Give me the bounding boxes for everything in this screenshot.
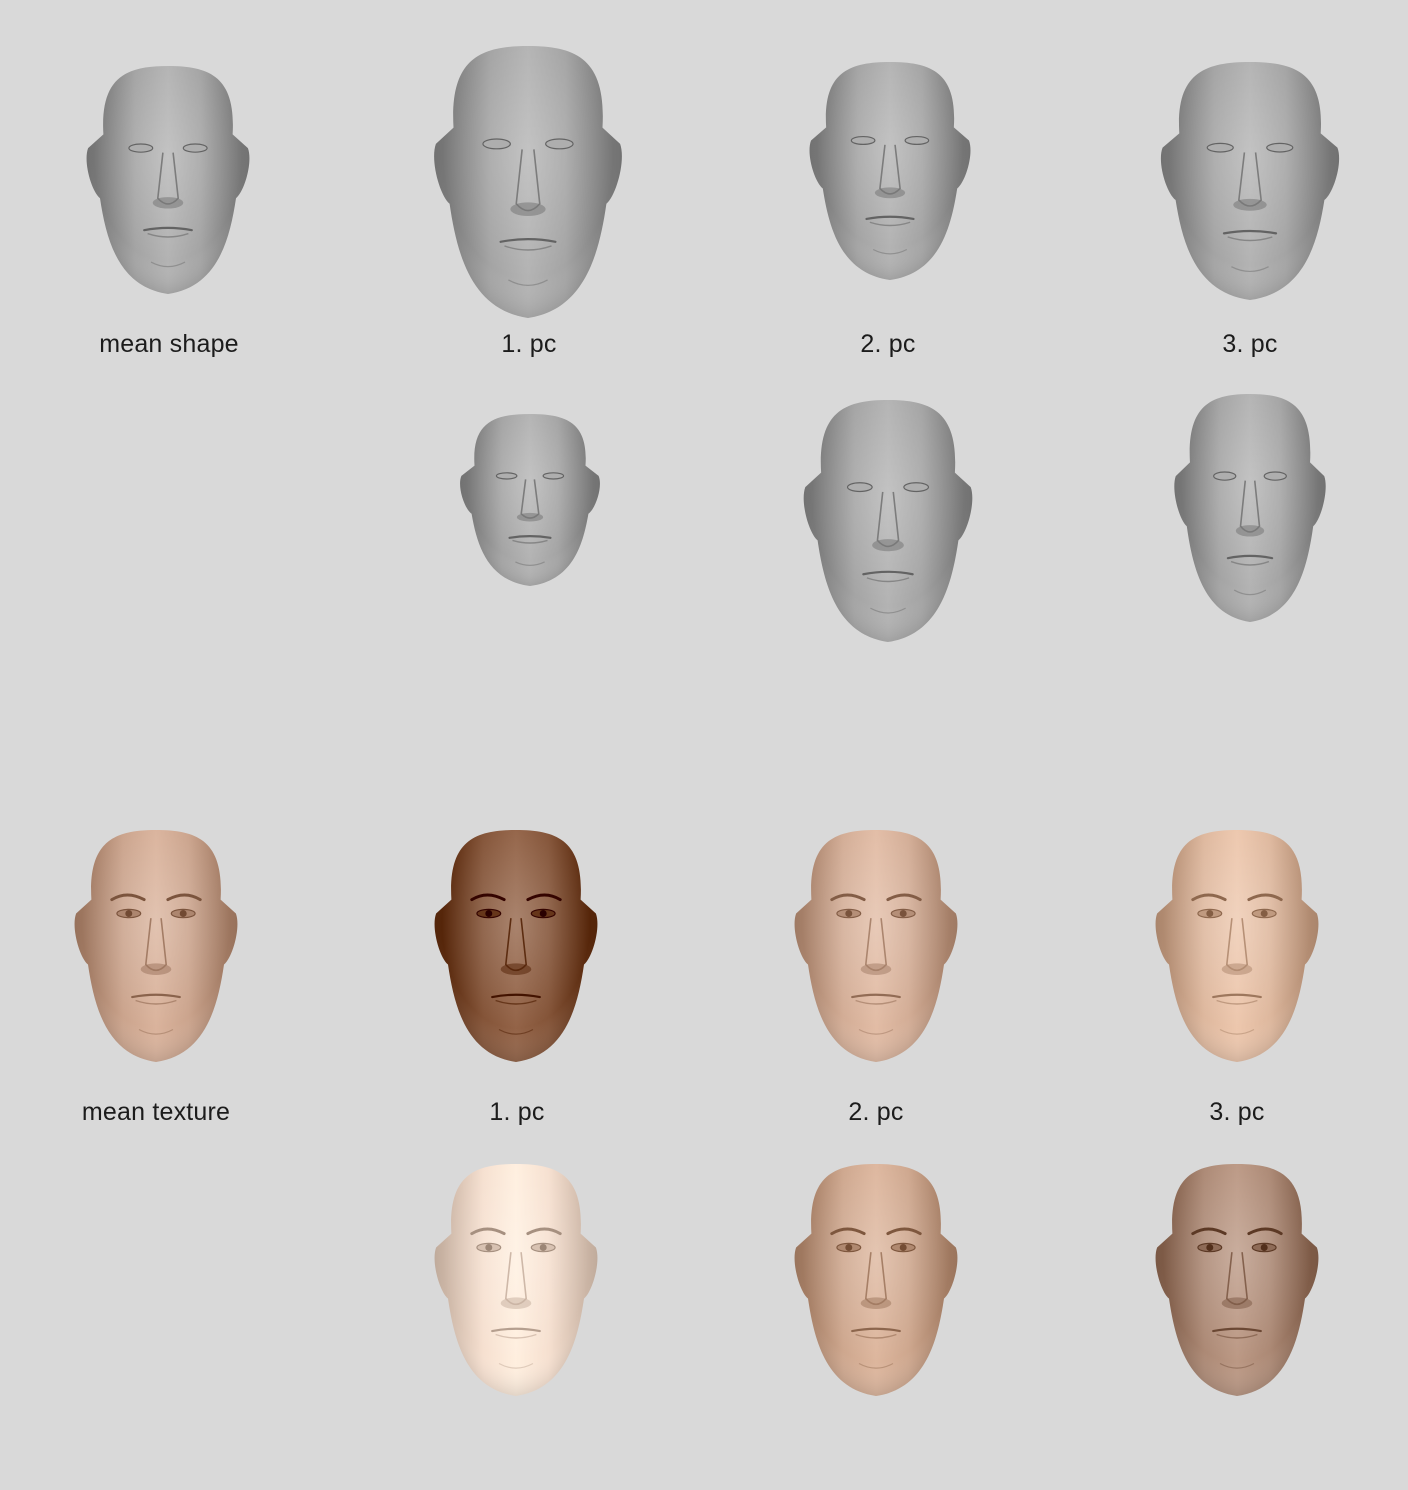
shape-face-pc1-neg bbox=[460, 414, 600, 586]
mouth bbox=[143, 226, 193, 232]
shape-face-pc3-pos bbox=[1160, 62, 1340, 300]
label-shape-pc1: 1. pc bbox=[501, 330, 557, 358]
mouth bbox=[851, 1327, 901, 1333]
label-mean-texture: mean texture bbox=[81, 1098, 231, 1126]
shape-face-pc3-neg bbox=[1174, 394, 1326, 622]
shape-face-pc1-pos bbox=[434, 46, 622, 318]
eye bbox=[482, 138, 511, 150]
shape-face-pc2-pos bbox=[809, 62, 971, 280]
mouth bbox=[862, 570, 914, 576]
texture-face-pc2-pos bbox=[794, 830, 958, 1062]
mouth bbox=[1212, 993, 1262, 999]
eye bbox=[850, 135, 876, 146]
label-mean-shape: mean shape bbox=[99, 330, 239, 358]
mouth bbox=[865, 215, 915, 221]
eye bbox=[182, 143, 208, 153]
eye bbox=[545, 138, 574, 150]
eye bbox=[1206, 142, 1234, 153]
shape-face-pc2-neg bbox=[803, 400, 973, 642]
eye bbox=[1213, 471, 1237, 481]
texture-face-pc3-neg bbox=[1155, 1164, 1319, 1396]
eye bbox=[495, 472, 518, 480]
label-texture-pc2: 2. pc bbox=[848, 1098, 904, 1126]
mouth bbox=[1212, 1327, 1262, 1333]
eye bbox=[846, 482, 873, 493]
texture-face-pc1-neg bbox=[434, 1164, 598, 1396]
texture-face-pc3-pos bbox=[1155, 830, 1319, 1062]
mouth bbox=[851, 993, 901, 999]
label-texture-pc3: 3. pc bbox=[1209, 1098, 1265, 1126]
mouth bbox=[1222, 229, 1278, 235]
label-texture-pc1: 1. pc bbox=[489, 1098, 545, 1126]
mouth bbox=[491, 993, 541, 999]
label-shape-pc3: 3. pc bbox=[1222, 330, 1278, 358]
texture-face-pc1-pos bbox=[434, 830, 598, 1062]
eye bbox=[542, 472, 565, 480]
eye bbox=[1263, 471, 1287, 481]
eye bbox=[903, 482, 930, 493]
label-shape-pc2: 2. pc bbox=[860, 330, 916, 358]
mouth bbox=[499, 238, 557, 243]
texture-face-mean-texture bbox=[74, 830, 238, 1062]
mouth bbox=[491, 1327, 541, 1333]
shape-face-mean-shape bbox=[86, 66, 250, 294]
mouth bbox=[508, 535, 552, 539]
mouth bbox=[1226, 554, 1274, 560]
texture-face-pc2-neg bbox=[794, 1164, 958, 1396]
mouth bbox=[131, 993, 181, 999]
eye bbox=[128, 143, 154, 153]
eye bbox=[904, 135, 930, 146]
eye bbox=[1266, 142, 1294, 153]
